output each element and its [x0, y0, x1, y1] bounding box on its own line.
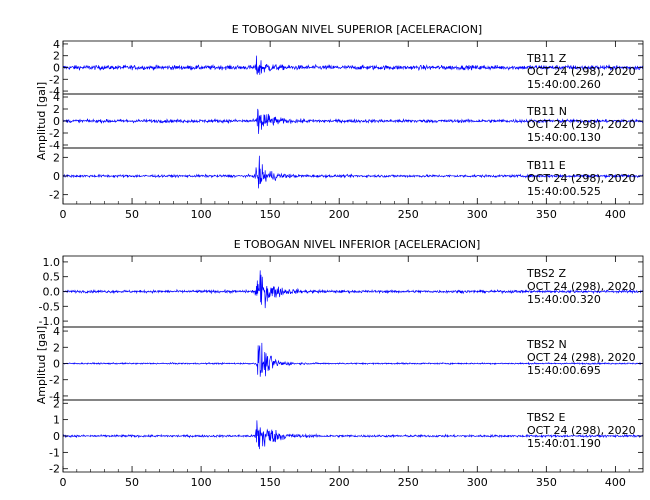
y-axis-label: Amplitud [gal] [35, 326, 48, 404]
x-tick-label: 350 [536, 476, 557, 489]
x-tick-label: 400 [605, 476, 626, 489]
y-tick-label: 4 [53, 325, 60, 338]
station-label: TBS2 N [526, 338, 567, 351]
date-label: OCT 24 (298), 2020 [527, 118, 636, 131]
x-tick-label: 50 [125, 476, 139, 489]
y-tick-label: 2 [53, 397, 60, 410]
y-tick-label: 2 [53, 151, 60, 164]
y-tick-label: 1.0 [43, 256, 61, 269]
y-tick-label: 2 [53, 341, 60, 354]
y-tick-label: 0 [53, 170, 60, 183]
waveform-line [62, 155, 643, 189]
x-tick-label: 200 [329, 476, 350, 489]
station-label: TB11 E [526, 159, 566, 172]
waveform-line [62, 270, 643, 309]
y-tick-label: -2 [49, 73, 60, 86]
x-tick-label: 100 [191, 476, 212, 489]
y-tick-label: 0.0 [43, 286, 61, 299]
waveform-line [62, 420, 643, 450]
x-tick-label: 0 [60, 208, 67, 221]
date-label: OCT 24 (298), 2020 [527, 280, 636, 293]
date-label: OCT 24 (298), 2020 [527, 351, 636, 364]
station-label: TBS2 E [526, 411, 566, 424]
x-tick-label: 200 [329, 208, 350, 221]
x-tick-label: 150 [260, 476, 281, 489]
y-tick-label: 0.5 [43, 271, 61, 284]
x-tick-label: 300 [467, 208, 488, 221]
y-tick-label: 0 [53, 358, 60, 371]
station-label: TB11 N [526, 105, 567, 118]
station-label: TBS2 Z [526, 267, 567, 280]
x-tick-label: 250 [398, 476, 419, 489]
y-tick-label: -1.0 [39, 315, 60, 328]
y-tick-label: -2 [49, 374, 60, 387]
y-tick-label: 4 [53, 91, 60, 104]
x-tick-label: 0 [60, 476, 67, 489]
chart-title: E TOBOGAN NIVEL INFERIOR [ACELERACION] [234, 238, 481, 251]
y-tick-label: -2 [49, 127, 60, 140]
x-tick-label: 400 [605, 208, 626, 221]
x-tick-label: 250 [398, 208, 419, 221]
y-tick-label: 1 [53, 414, 60, 427]
y-tick-label: 0 [53, 430, 60, 443]
x-tick-label: 50 [125, 208, 139, 221]
time-label: 15:40:00.260 [527, 78, 601, 91]
y-tick-label: 4 [53, 38, 60, 51]
y-tick-label: -4 [49, 85, 60, 98]
y-tick-label: -1 [49, 446, 60, 459]
x-tick-label: 150 [260, 208, 281, 221]
y-axis-label: Amplitud [gal] [35, 82, 48, 160]
date-label: OCT 24 (298), 2020 [527, 65, 636, 78]
time-label: 15:40:00.695 [527, 364, 601, 377]
y-tick-label: -4 [49, 390, 60, 403]
time-label: 15:40:00.525 [527, 185, 601, 198]
y-tick-label: -4 [49, 139, 60, 152]
y-tick-label: 2 [53, 50, 60, 63]
station-label: TB11 Z [526, 52, 567, 65]
chart-inferior: E TOBOGAN NIVEL INFERIOR [ACELERACION] A… [35, 238, 644, 489]
chart-superior: E TOBOGAN NIVEL SUPERIOR [ACELERACION] A… [35, 23, 644, 221]
time-label: 15:40:00.320 [527, 293, 601, 306]
waveform-line [62, 108, 643, 134]
time-label: 15:40:01.190 [527, 437, 601, 450]
y-tick-label: -0.5 [39, 300, 60, 313]
chart-title: E TOBOGAN NIVEL SUPERIOR [ACELERACION] [232, 23, 482, 36]
waveform-line [62, 55, 643, 75]
x-tick-label: 350 [536, 208, 557, 221]
date-label: OCT 24 (298), 2020 [527, 424, 636, 437]
time-label: 15:40:00.130 [527, 131, 601, 144]
y-tick-label: 2 [53, 103, 60, 116]
y-tick-label: -2 [49, 463, 60, 476]
x-tick-label: 100 [191, 208, 212, 221]
y-tick-label: -2 [49, 189, 60, 202]
waveform-line [62, 342, 643, 377]
y-tick-label: 0 [53, 62, 60, 75]
y-tick-label: 0 [53, 115, 60, 128]
x-tick-label: 300 [467, 476, 488, 489]
date-label: OCT 24 (298), 2020 [527, 172, 636, 185]
